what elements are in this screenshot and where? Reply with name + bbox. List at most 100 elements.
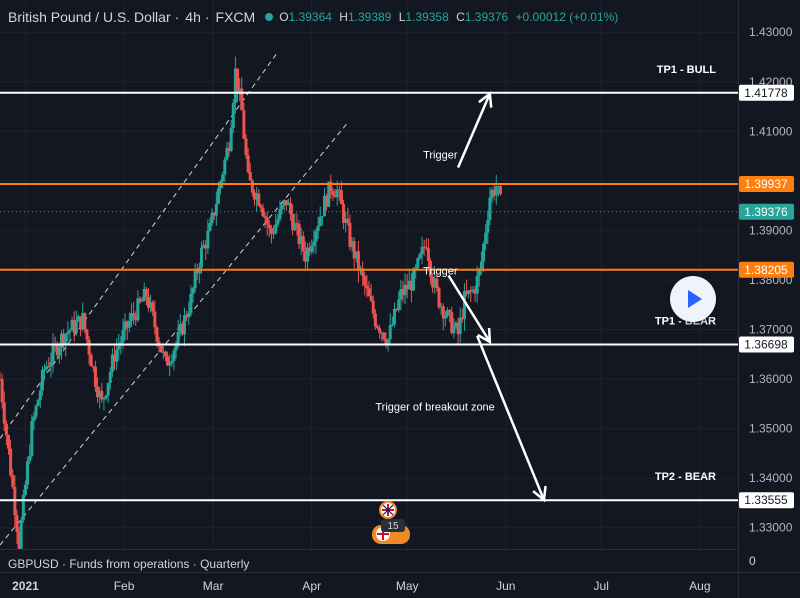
candle-body (132, 312, 136, 316)
ohlc-close-key: C (456, 10, 465, 24)
candle-body (437, 288, 441, 308)
candle-body (331, 191, 335, 196)
candle-body (246, 155, 250, 172)
candle-body (144, 289, 148, 298)
candle-body (229, 127, 233, 151)
candle-body (187, 313, 191, 318)
play-icon (688, 290, 702, 308)
candle-body (64, 333, 68, 345)
candle-body (17, 531, 21, 549)
candle-body (96, 386, 100, 398)
arrows (447, 91, 547, 503)
level-axis-label: 1.38205 (744, 263, 788, 277)
candle-body (252, 192, 256, 200)
indicator-zero-tick: 0 (749, 554, 756, 568)
time-axis[interactable] (0, 572, 738, 598)
level-axis-badge (739, 336, 794, 353)
candle-body (19, 520, 23, 549)
price-tick-label: 1.36000 (749, 372, 793, 386)
candle-body (83, 313, 87, 330)
candle-body (98, 390, 102, 398)
candle-body (104, 395, 108, 399)
candle-body (448, 310, 452, 312)
candle-body (333, 195, 337, 198)
candle-body (365, 285, 369, 289)
candle-body (161, 351, 165, 353)
candle-body (212, 212, 216, 216)
price-tick-label: 1.41000 (749, 124, 793, 138)
candle-body (85, 329, 89, 340)
candle-body (242, 110, 246, 139)
candle-body (62, 333, 66, 345)
candle-body (74, 321, 78, 334)
time-tick-label: 2021 (12, 579, 39, 593)
candle-body (106, 382, 110, 396)
candle-body (238, 88, 242, 92)
candle-body (87, 339, 91, 355)
ohlc-change: +0.00012 (+0.01%) (515, 10, 619, 24)
timeframe[interactable]: 4h (185, 9, 201, 25)
symbol-name[interactable]: British Pound / U.S. Dollar (8, 9, 171, 25)
candle-body (443, 315, 447, 319)
level-axis-label: 1.41778 (744, 86, 788, 100)
candle-body (60, 333, 64, 348)
candle-body (79, 316, 83, 330)
candle-body (9, 448, 13, 476)
candle-body (286, 202, 290, 206)
event-badge[interactable]: 15 (372, 501, 410, 544)
candle-body (363, 275, 367, 286)
symbol-header[interactable]: British Pound / U.S. Dollar · 4h · FXCM … (8, 9, 622, 25)
level-axis-label: 1.39937 (744, 177, 788, 191)
last-price-label: 1.39376 (744, 205, 788, 219)
candle-body (199, 247, 203, 268)
exchange[interactable]: FXCM (215, 9, 256, 25)
candle-body (435, 278, 439, 289)
candle-body (299, 236, 303, 245)
candle-body (259, 205, 263, 208)
candle-body (376, 326, 380, 329)
candle-body (113, 354, 117, 362)
candle-body (369, 296, 373, 301)
candle-body (174, 343, 178, 351)
candle-body (496, 186, 500, 188)
price-tick-label: 1.39000 (749, 223, 793, 237)
candle-body (473, 289, 477, 294)
candle-body (318, 216, 322, 226)
candle-body (327, 181, 331, 207)
candle-body (310, 245, 314, 252)
time-tick-label: Jul (594, 579, 609, 593)
header-separator: · (174, 9, 180, 25)
candle-body (76, 316, 80, 322)
candle-body (499, 186, 503, 195)
candle-body (344, 218, 348, 223)
candle-body (314, 231, 318, 242)
candle-body (382, 332, 386, 340)
candle-body (81, 313, 85, 330)
level-axis-label: 1.36698 (744, 337, 788, 351)
indicator-label[interactable]: GBPUSD · Funds from operations · Quarter… (8, 557, 250, 571)
arrow-head (478, 91, 493, 108)
candle-body (392, 308, 396, 325)
candle-body (297, 223, 301, 245)
candle-body (282, 200, 286, 206)
candle-body (193, 270, 197, 289)
candle-body (227, 147, 231, 151)
candle-body (151, 302, 155, 312)
candle-body (146, 297, 150, 308)
candle-body (36, 399, 40, 406)
candle-body (395, 308, 399, 310)
candle-body (289, 202, 293, 214)
time-axis-ticks: 2021 Feb Mar Apr May Jun Jul Aug (12, 579, 710, 593)
candle-body (293, 223, 297, 231)
candle-body (354, 251, 358, 259)
play-button[interactable] (670, 276, 716, 322)
candle-body (405, 284, 409, 290)
candle-body (303, 251, 307, 262)
candle-body (301, 236, 305, 252)
candle-body (170, 361, 174, 364)
market-status-icon (265, 13, 274, 21)
candle-body (337, 189, 341, 191)
candle-body (320, 216, 324, 218)
